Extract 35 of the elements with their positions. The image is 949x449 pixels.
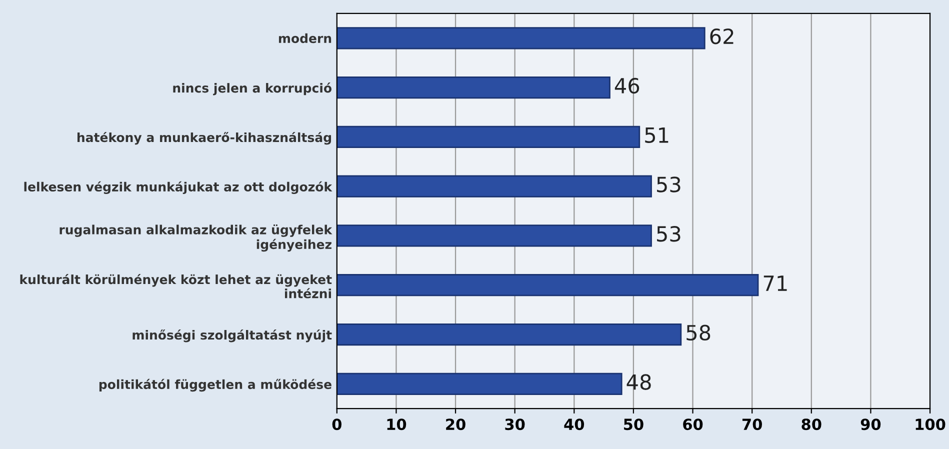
x-tick-label: 70 [742, 418, 762, 430]
y-tick-label: nincs jelen a korrupció [173, 82, 332, 96]
y-tick-label: minőségi szolgáltatást nyújt [132, 330, 332, 342]
bar [336, 323, 682, 346]
x-tick-label: 30 [505, 418, 525, 430]
y-tick-label: lelkesen végzik munkájukat az ott dolgozók [24, 181, 332, 194]
x-tick-label: 90 [860, 418, 881, 430]
data-label: 71 [764, 276, 787, 291]
y-tick-label: politikától független a működése [99, 378, 332, 392]
x-tick-label: 10 [387, 418, 406, 430]
x-tick-label: 20 [446, 418, 466, 430]
x-tick-label: 80 [802, 418, 822, 430]
data-label: 46 [614, 78, 640, 94]
y-tick-label: hatékony a munkaerő-kihasználtság [77, 132, 331, 145]
bar [336, 274, 759, 296]
x-tick-label: 50 [624, 418, 644, 430]
y-tick-label: kulturált körülmények közt lehet az ügyeket intézni [20, 274, 332, 298]
x-tick-label: 60 [683, 418, 703, 430]
bar [336, 175, 652, 198]
x-tick-label: 0 [332, 418, 342, 430]
bar [336, 27, 706, 50]
bar [336, 372, 622, 395]
bar [336, 126, 640, 148]
y-tick-label: rugalmasan alkalmazkodik az ügyfelek igényeihez [60, 224, 332, 252]
data-label: 53 [657, 226, 680, 242]
data-label: 58 [686, 324, 710, 341]
data-label: 53 [657, 176, 680, 192]
x-tick-label: 40 [564, 418, 584, 430]
data-label: 48 [626, 374, 651, 390]
x-tick-label: 100 [916, 418, 946, 430]
data-label: 51 [645, 128, 668, 143]
data-label: 62 [710, 28, 734, 44]
bar [336, 224, 652, 247]
y-tick-label: modern [278, 33, 332, 44]
bar [336, 76, 610, 99]
